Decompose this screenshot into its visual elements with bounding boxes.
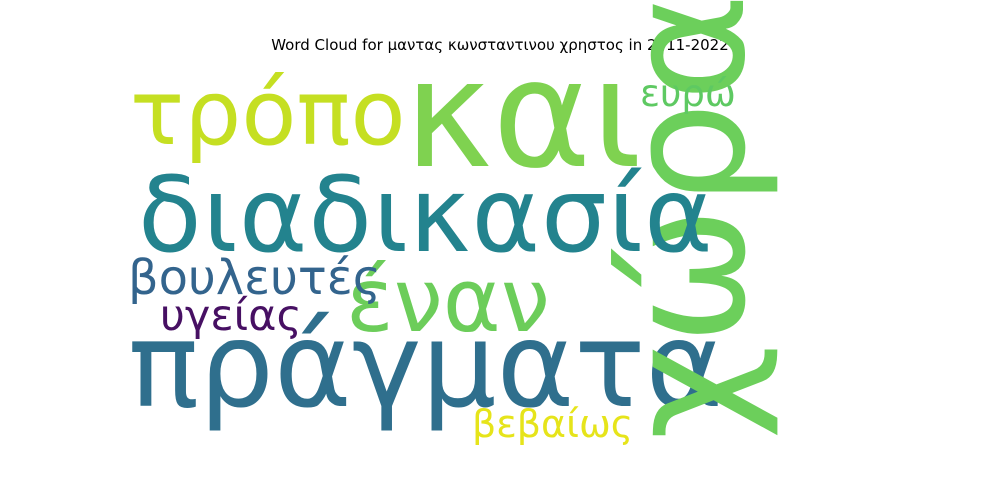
word-5: τρόπο <box>130 61 406 166</box>
word-7: βουλευτές <box>128 250 381 306</box>
word-6: έναν <box>346 249 550 352</box>
word-2: χώρα <box>590 0 782 440</box>
chart-title: Word Cloud for μαντας κωνσταντινου χρηστ… <box>271 36 729 54</box>
word-8: υγείας <box>160 291 302 341</box>
word-9: βεβαίως <box>472 402 633 446</box>
word-3: και <box>404 28 642 202</box>
word-4: διαδικασία <box>138 154 714 276</box>
word-10: ευρώ <box>640 72 736 115</box>
word-1: πράγματα <box>128 296 723 434</box>
